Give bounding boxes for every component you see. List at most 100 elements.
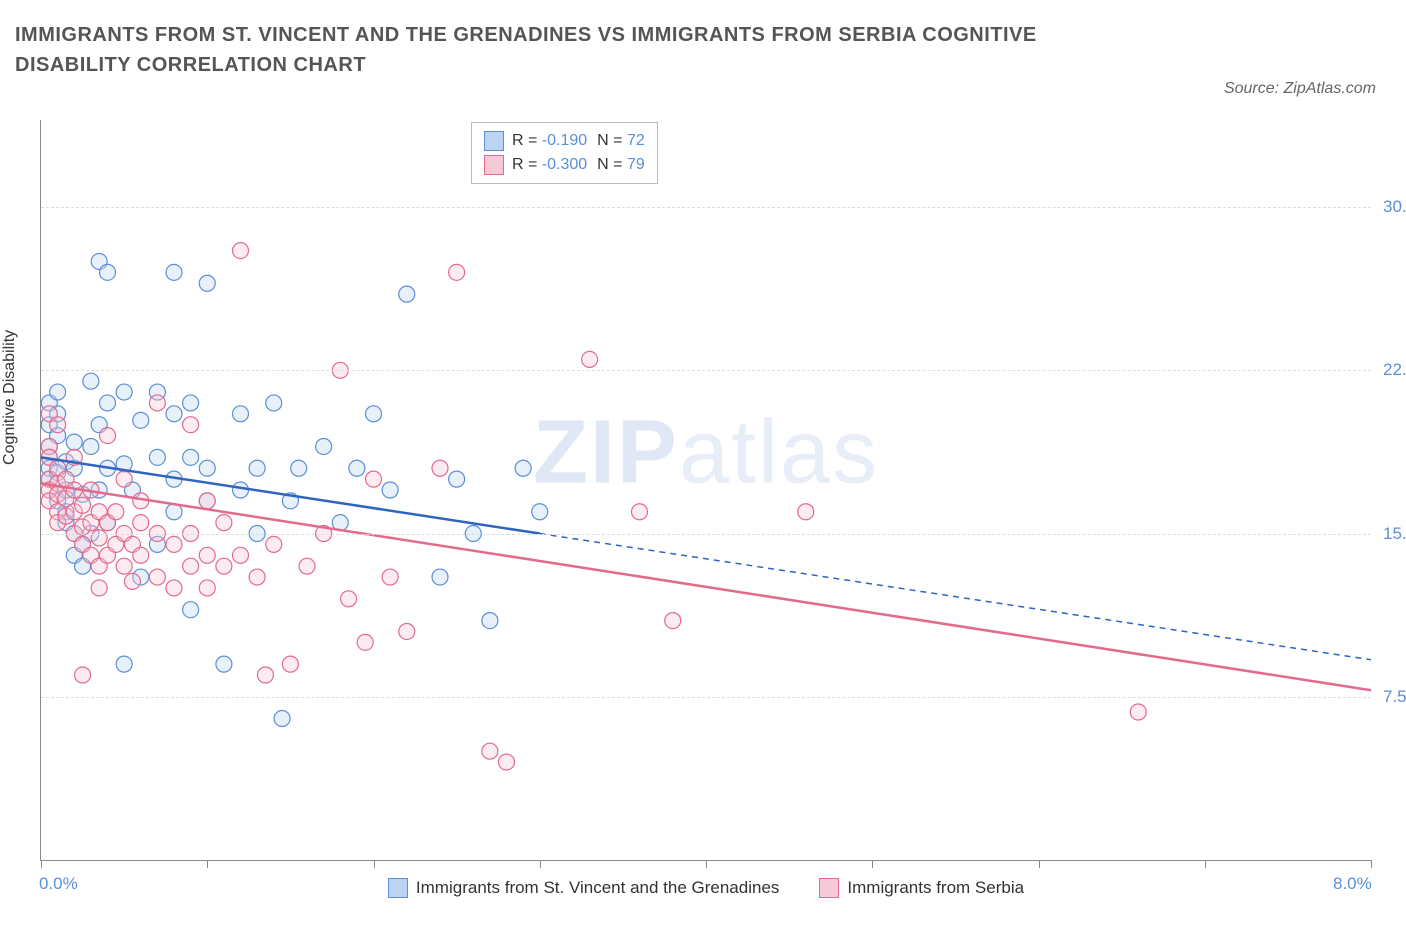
data-point <box>116 656 132 672</box>
data-point <box>124 573 140 589</box>
legend-text: R = -0.300N = 79 <box>512 153 645 177</box>
data-point <box>116 384 132 400</box>
source-attribution: Source: ZipAtlas.com <box>1224 80 1376 98</box>
data-point <box>199 580 215 596</box>
chart-container: IMMIGRANTS FROM ST. VINCENT AND THE GREN… <box>0 0 1406 930</box>
data-point <box>582 351 598 367</box>
y-axis-label: Cognitive Disability <box>1 330 19 465</box>
gridline <box>41 534 1371 535</box>
legend-swatch <box>388 878 408 898</box>
data-point <box>233 406 249 422</box>
series-legend: Immigrants from St. Vincent and the Gren… <box>41 878 1371 898</box>
gridline <box>41 370 1371 371</box>
x-tick <box>41 860 42 868</box>
x-tick <box>374 860 375 868</box>
y-tick-label: 22.5% <box>1383 360 1406 380</box>
data-point <box>183 449 199 465</box>
data-point <box>357 634 373 650</box>
legend-item: Immigrants from St. Vincent and the Gren… <box>388 878 779 898</box>
data-point <box>50 417 66 433</box>
data-point <box>291 460 307 476</box>
data-point <box>149 449 165 465</box>
data-point <box>399 623 415 639</box>
data-point <box>249 460 265 476</box>
data-point <box>199 493 215 509</box>
data-point <box>366 406 382 422</box>
data-point <box>299 558 315 574</box>
data-point <box>91 530 107 546</box>
data-point <box>116 558 132 574</box>
data-point <box>100 264 116 280</box>
data-point <box>316 438 332 454</box>
chart-title: IMMIGRANTS FROM ST. VINCENT AND THE GREN… <box>15 20 1135 80</box>
legend-swatch <box>484 131 504 151</box>
data-point <box>116 471 132 487</box>
plot-area: ZIPatlas R = -0.190N = 72R = -0.300N = 7… <box>40 120 1371 861</box>
x-tick <box>207 860 208 868</box>
data-point <box>665 613 681 629</box>
data-point <box>274 711 290 727</box>
data-point <box>632 504 648 520</box>
data-point <box>100 428 116 444</box>
data-point <box>432 460 448 476</box>
data-point <box>166 264 182 280</box>
y-tick-label: 30.0% <box>1383 197 1406 217</box>
stats-legend: R = -0.190N = 72R = -0.300N = 79 <box>471 122 658 184</box>
y-tick-label: 15.0% <box>1383 524 1406 544</box>
data-point <box>233 243 249 259</box>
data-point <box>266 536 282 552</box>
data-point <box>166 536 182 552</box>
data-point <box>91 580 107 596</box>
data-point <box>183 602 199 618</box>
data-point <box>166 580 182 596</box>
data-point <box>75 497 91 513</box>
data-point <box>366 471 382 487</box>
data-point <box>233 547 249 563</box>
x-tick-label: 0.0% <box>39 874 78 894</box>
x-tick <box>1039 860 1040 868</box>
data-point <box>83 373 99 389</box>
data-point <box>216 558 232 574</box>
data-point <box>798 504 814 520</box>
data-point <box>75 667 91 683</box>
legend-label: Immigrants from St. Vincent and the Gren… <box>416 878 779 898</box>
data-point <box>482 743 498 759</box>
data-point <box>166 406 182 422</box>
data-point <box>66 434 82 450</box>
data-point <box>100 395 116 411</box>
data-point <box>199 275 215 291</box>
gridline <box>41 697 1371 698</box>
data-point <box>282 656 298 672</box>
data-point <box>382 569 398 585</box>
data-point <box>183 395 199 411</box>
data-point <box>399 286 415 302</box>
data-point <box>133 412 149 428</box>
data-point <box>199 547 215 563</box>
x-tick <box>1371 860 1372 868</box>
x-tick <box>706 860 707 868</box>
data-point <box>183 417 199 433</box>
data-point <box>449 471 465 487</box>
gridline <box>41 207 1371 208</box>
data-point <box>133 515 149 531</box>
stats-legend-row: R = -0.300N = 79 <box>484 153 645 177</box>
trend-line-extrapolated <box>540 534 1371 660</box>
data-point <box>83 438 99 454</box>
data-point <box>216 656 232 672</box>
source-name: ZipAtlas.com <box>1284 80 1376 97</box>
data-point <box>149 395 165 411</box>
data-point <box>432 569 448 585</box>
data-point <box>50 384 66 400</box>
data-point <box>449 264 465 280</box>
trend-line <box>41 483 1371 690</box>
data-point <box>1130 704 1146 720</box>
data-point <box>199 460 215 476</box>
source-prefix: Source: <box>1224 80 1284 97</box>
x-tick <box>1205 860 1206 868</box>
data-point <box>133 547 149 563</box>
data-point <box>382 482 398 498</box>
data-point <box>349 460 365 476</box>
x-tick-label: 8.0% <box>1333 874 1372 894</box>
chart-svg <box>41 120 1371 860</box>
data-point <box>183 558 199 574</box>
